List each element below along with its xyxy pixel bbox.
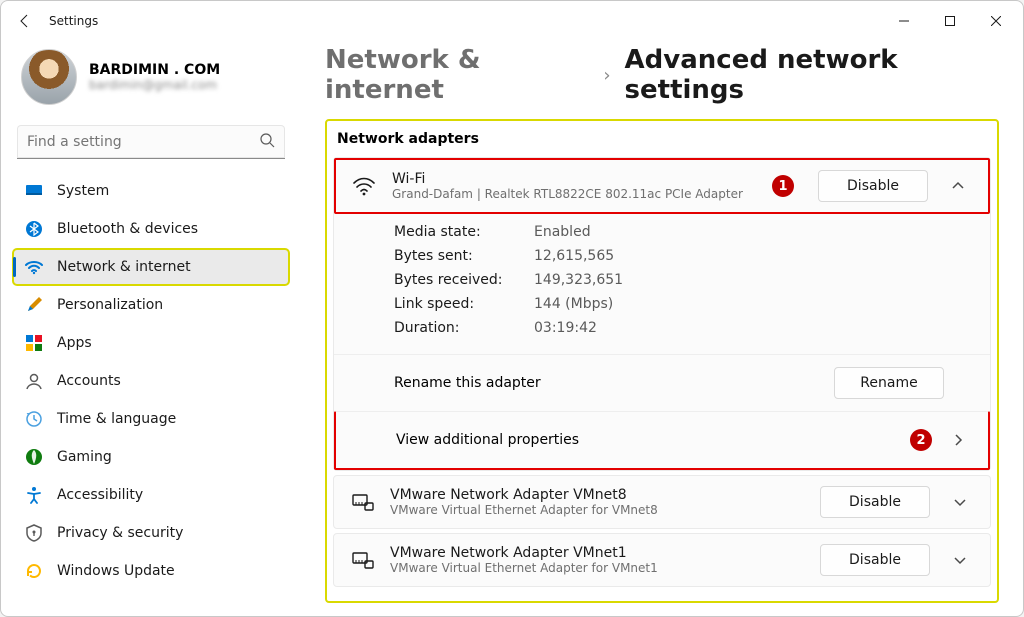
search-icon [259,132,275,152]
sidebar-item-label: System [57,183,109,199]
update-icon [25,562,43,580]
adapter-card-vmnet1: VMware Network Adapter VMnet1 VMware Vir… [333,533,991,587]
adapter-header-vmnet8[interactable]: VMware Network Adapter VMnet8 VMware Vir… [334,476,990,528]
adapter-card-wifi: Wi-Fi Grand-Dafam | Realtek RTL8822CE 80… [333,157,991,471]
apps-icon [25,334,43,352]
chevron-right-icon [942,424,974,456]
view-properties-label: View additional properties [396,432,910,448]
view-properties-row[interactable]: View additional properties 2 [334,411,990,470]
disable-button[interactable]: Disable [820,486,930,518]
gaming-icon [25,448,43,466]
sidebar-item-update[interactable]: Windows Update [13,553,289,589]
detail-key: Bytes sent: [394,244,514,268]
adapter-header-wifi[interactable]: Wi-Fi Grand-Dafam | Realtek RTL8822CE 80… [334,158,990,214]
detail-key: Duration: [394,316,514,340]
minimize-button[interactable] [881,5,927,37]
annotation-marker-1: 1 [772,175,794,197]
brush-icon [25,296,43,314]
adapter-name: VMware Network Adapter VMnet1 [390,545,806,561]
sidebar-item-network[interactable]: Network & internet [13,249,289,285]
sidebar-item-label: Accounts [57,373,121,389]
detail-value: Enabled [534,220,591,244]
rename-button[interactable]: Rename [834,367,944,399]
detail-value: 149,323,651 [534,268,623,292]
accessibility-icon [25,486,43,504]
ethernet-icon [348,546,376,574]
back-button[interactable] [9,5,41,37]
close-button[interactable] [973,5,1019,37]
sidebar-item-gaming[interactable]: Gaming [13,439,289,475]
bluetooth-icon [25,220,43,238]
settings-window: Settings BARDIMIN . COM bardimin@gmail.c… [0,0,1024,617]
sidebar-item-personalization[interactable]: Personalization [13,287,289,323]
sidebar-item-bluetooth[interactable]: Bluetooth & devices [13,211,289,247]
adapter-header-vmnet1[interactable]: VMware Network Adapter VMnet1 VMware Vir… [334,534,990,586]
sidebar-item-label: Time & language [57,411,176,427]
sidebar-item-accessibility[interactable]: Accessibility [13,477,289,513]
adapter-description: VMware Virtual Ethernet Adapter for VMne… [390,503,806,517]
adapter-description: Grand-Dafam | Realtek RTL8822CE 802.11ac… [392,187,758,201]
disable-button[interactable]: Disable [818,170,928,202]
chevron-down-icon[interactable] [944,486,976,518]
sidebar-item-label: Gaming [57,449,112,465]
sidebar-item-label: Windows Update [57,563,175,579]
sidebar-item-time[interactable]: Time & language [13,401,289,437]
maximize-button[interactable] [927,5,973,37]
avatar [21,49,77,105]
sidebar-item-label: Network & internet [57,259,191,275]
user-row[interactable]: BARDIMIN . COM bardimin@gmail.com [13,41,289,121]
main-content: Network & internet › Advanced network se… [301,41,1023,616]
breadcrumb: Network & internet › Advanced network se… [325,41,999,119]
detail-key: Bytes received: [394,268,514,292]
adapter-card-vmnet8: VMware Network Adapter VMnet8 VMware Vir… [333,475,991,529]
chevron-down-icon[interactable] [944,544,976,576]
disable-button[interactable]: Disable [820,544,930,576]
sidebar-item-accounts[interactable]: Accounts [13,363,289,399]
clock-icon [25,410,43,428]
annotation-marker-2: 2 [910,429,932,451]
user-name: BARDIMIN . COM [89,62,220,78]
sidebar-item-label: Privacy & security [57,525,183,541]
adapter-name: Wi-Fi [392,171,758,187]
sidebar-item-apps[interactable]: Apps [13,325,289,361]
ethernet-icon [348,488,376,516]
window-title: Settings [49,14,98,28]
rename-label: Rename this adapter [394,375,834,391]
wifi-icon [25,258,43,276]
search-box[interactable] [17,125,285,159]
section-title: Network adapters [333,125,991,157]
detail-value: 03:19:42 [534,316,597,340]
sidebar-item-system[interactable]: System [13,173,289,209]
rename-row[interactable]: Rename this adapter Rename [334,354,990,411]
annotated-region: Network adapters Wi-Fi Grand-Dafam | Rea… [325,119,999,603]
accounts-icon [25,372,43,390]
adapter-name: VMware Network Adapter VMnet8 [390,487,806,503]
user-email: bardimin@gmail.com [89,78,220,92]
detail-key: Media state: [394,220,514,244]
wifi-icon [350,172,378,200]
adapter-description: VMware Virtual Ethernet Adapter for VMne… [390,561,806,575]
titlebar: Settings [1,1,1023,41]
adapter-details: Media state: Enabled Bytes sent: 12,615,56… [334,214,990,354]
chevron-right-icon: › [603,65,610,86]
sidebar-item-label: Apps [57,335,92,351]
detail-value: 144 (Mbps) [534,292,613,316]
shield-icon [25,524,43,542]
breadcrumb-parent[interactable]: Network & internet [325,45,589,105]
sidebar-item-label: Personalization [57,297,163,313]
system-icon [25,182,43,200]
nav-list: System Bluetooth & devices Network & int… [13,173,289,589]
sidebar-item-privacy[interactable]: Privacy & security [13,515,289,551]
sidebar-item-label: Accessibility [57,487,143,503]
detail-value: 12,615,565 [534,244,614,268]
sidebar-item-label: Bluetooth & devices [57,221,198,237]
sidebar: BARDIMIN . COM bardimin@gmail.com System… [1,41,301,616]
page-title: Advanced network settings [625,45,999,105]
chevron-up-icon[interactable] [942,170,974,202]
detail-key: Link speed: [394,292,514,316]
search-input[interactable] [27,134,259,150]
